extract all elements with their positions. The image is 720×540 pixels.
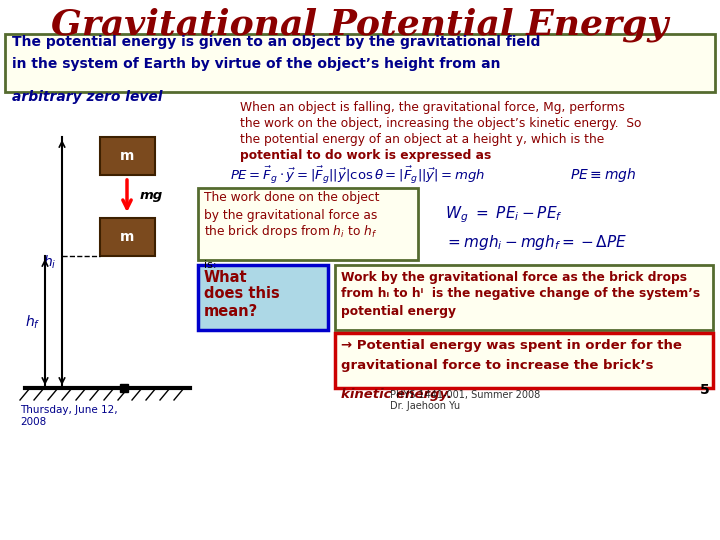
Text: $PE \equiv mgh$: $PE \equiv mgh$: [570, 166, 636, 184]
Text: → Potential energy was spent in order for the: → Potential energy was spent in order fo…: [341, 339, 682, 352]
FancyBboxPatch shape: [120, 384, 128, 392]
Text: 5: 5: [701, 383, 710, 397]
Text: Dr. Jaehoon Yu: Dr. Jaehoon Yu: [390, 401, 460, 411]
FancyBboxPatch shape: [5, 34, 715, 92]
FancyBboxPatch shape: [198, 265, 328, 330]
Text: $h_i$: $h_i$: [43, 253, 57, 271]
Text: the brick drops from $h_i$ to $h_f$: the brick drops from $h_i$ to $h_f$: [204, 224, 377, 240]
Text: mg: mg: [140, 190, 163, 202]
Text: is:: is:: [204, 260, 217, 270]
Text: mean?: mean?: [204, 305, 258, 320]
Text: potential to do work is expressed as: potential to do work is expressed as: [240, 150, 491, 163]
Text: m: m: [120, 230, 134, 244]
Text: from hᵢ to hⁱ  is the negative change of the system’s: from hᵢ to hⁱ is the negative change of …: [341, 287, 700, 300]
Text: $W_g\ =\ PE_i - PE_f$: $W_g\ =\ PE_i - PE_f$: [445, 205, 563, 225]
Text: does this: does this: [204, 287, 280, 301]
Text: arbitrary zero level: arbitrary zero level: [12, 90, 163, 104]
FancyBboxPatch shape: [335, 265, 713, 330]
FancyBboxPatch shape: [100, 218, 155, 256]
FancyBboxPatch shape: [100, 137, 155, 175]
Text: When an object is falling, the gravitational force, Mg, performs: When an object is falling, the gravitati…: [240, 102, 625, 114]
Text: PHYS 1441-001, Summer 2008: PHYS 1441-001, Summer 2008: [390, 390, 540, 400]
FancyBboxPatch shape: [335, 333, 713, 388]
Text: potential energy: potential energy: [341, 306, 456, 319]
Text: the work on the object, increasing the object’s kinetic energy.  So: the work on the object, increasing the o…: [240, 118, 642, 131]
Text: by the gravitational force as: by the gravitational force as: [204, 208, 377, 221]
Text: The work done on the object: The work done on the object: [204, 192, 379, 205]
FancyBboxPatch shape: [198, 188, 418, 260]
Text: kinetic energy.: kinetic energy.: [341, 388, 452, 401]
Text: Work by the gravitational force as the brick drops: Work by the gravitational force as the b…: [341, 271, 687, 284]
Text: the potential energy of an object at a height y, which is the: the potential energy of an object at a h…: [240, 133, 604, 146]
Text: What: What: [204, 269, 248, 285]
Text: in the system of Earth by virtue of the object’s height from an: in the system of Earth by virtue of the …: [12, 57, 500, 71]
Text: The potential energy is given to an object by the gravitational field: The potential energy is given to an obje…: [12, 35, 541, 49]
Text: $h_f$: $h_f$: [25, 313, 41, 330]
Text: Gravitational Potential Energy: Gravitational Potential Energy: [51, 8, 669, 42]
Text: m: m: [120, 149, 134, 163]
Text: gravitational force to increase the brick’s: gravitational force to increase the bric…: [341, 360, 654, 373]
Text: $= mgh_i - mgh_f = -\Delta PE$: $= mgh_i - mgh_f = -\Delta PE$: [445, 233, 627, 252]
Text: $PE = \vec{F}_g \cdot \vec{y} = |\vec{F}_g||\vec{y}|\cos\theta = |\vec{F}_g||\ve: $PE = \vec{F}_g \cdot \vec{y} = |\vec{F}…: [230, 164, 485, 186]
Text: Thursday, June 12,
2008: Thursday, June 12, 2008: [20, 405, 117, 427]
